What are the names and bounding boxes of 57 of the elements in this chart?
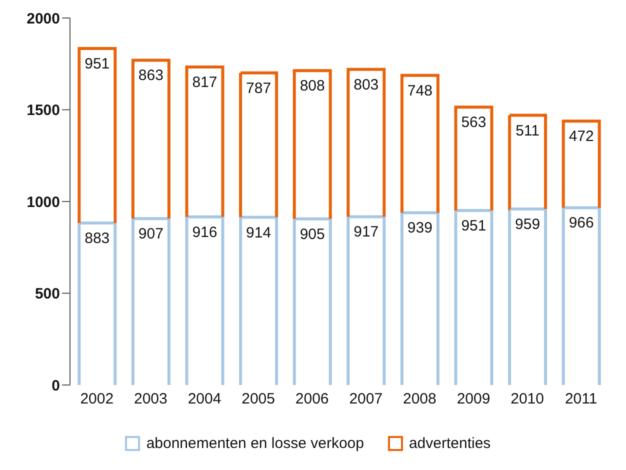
bar — [78, 46, 117, 224]
bar — [239, 216, 278, 385]
x-tick-label: 2007 — [349, 390, 383, 408]
legend-label: abonnementen en losse verkoop — [146, 435, 364, 452]
bar — [454, 208, 494, 385]
data-label: 803 — [354, 76, 379, 94]
data-label: 907 — [138, 226, 164, 243]
bar — [292, 217, 332, 385]
bar — [508, 208, 548, 385]
x-tick-label: 2002 — [80, 390, 114, 408]
bar — [562, 206, 601, 385]
data-label: 905 — [300, 226, 325, 243]
x-tick-label: 2005 — [242, 390, 275, 408]
data-label: 966 — [568, 214, 594, 232]
bar — [131, 217, 170, 385]
bar — [562, 120, 601, 210]
bar — [346, 68, 386, 218]
x-tick-label: 2008 — [403, 390, 436, 408]
data-label: 472 — [568, 128, 594, 146]
x-tick-label: 2003 — [134, 390, 168, 408]
data-label: 563 — [461, 114, 486, 132]
data-label: 951 — [84, 55, 110, 72]
bar — [454, 106, 494, 212]
bar — [131, 58, 170, 220]
bar — [185, 65, 224, 218]
data-label: 817 — [192, 74, 218, 91]
bar — [185, 215, 224, 385]
y-tick-label: 2000 — [26, 10, 60, 28]
data-label: 883 — [84, 230, 110, 247]
bar — [292, 69, 332, 220]
x-tick-label: 2010 — [510, 390, 544, 408]
bar — [508, 114, 548, 211]
data-label: 951 — [461, 217, 486, 234]
data-label: 787 — [246, 80, 272, 97]
x-tick-label: 2009 — [456, 390, 490, 408]
x-tick-label: 2006 — [295, 390, 329, 408]
data-label: 939 — [407, 220, 432, 237]
x-tick-label: 2004 — [188, 390, 222, 408]
bar — [400, 74, 440, 214]
bar — [400, 211, 440, 385]
bar — [346, 215, 386, 385]
bar — [78, 221, 117, 385]
data-label: 914 — [246, 224, 272, 242]
bar — [239, 71, 278, 219]
y-tick-label: 1500 — [26, 102, 60, 120]
legend-label: advertenties — [408, 435, 491, 452]
data-label: 959 — [515, 216, 540, 234]
y-tick-label: 0 — [52, 377, 60, 394]
x-tick-label: 2011 — [564, 390, 598, 408]
y-tick-label: 500 — [34, 286, 60, 303]
data-label: 748 — [407, 82, 432, 100]
data-label: 511 — [516, 122, 540, 140]
data-label: 863 — [138, 67, 164, 84]
data-label: 808 — [300, 78, 325, 95]
data-label: 916 — [192, 224, 218, 241]
data-label: 917 — [354, 224, 379, 241]
y-tick-label: 1000 — [26, 194, 60, 211]
